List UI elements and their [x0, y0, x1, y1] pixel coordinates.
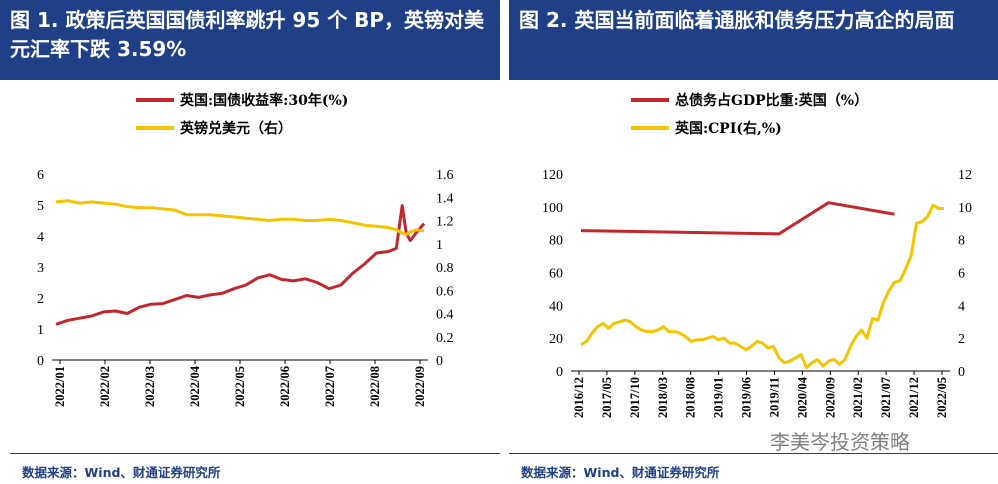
x-tick-label: 2022/03	[143, 366, 157, 407]
y-left-tick: 20	[549, 332, 563, 347]
y-left-tick: 0	[556, 365, 563, 380]
y-left-tick: 3	[37, 261, 44, 276]
y-right-tick: 1	[436, 238, 443, 253]
x-tick-label: 2021/02	[851, 377, 865, 418]
x-tick-label: 2022/08	[368, 366, 382, 407]
x-tick-label: 2019/11	[767, 377, 781, 417]
y-right-tick: 4	[958, 299, 965, 314]
y-right-tick: 6	[958, 267, 965, 282]
data-source-2: 数据来源：Wind、财通证券研究所	[521, 465, 720, 480]
y-left-tick: 1	[37, 323, 44, 338]
y-right-tick: 0.4	[436, 308, 454, 323]
y-right-tick: 0	[436, 354, 443, 369]
x-tick-label: 2017/10	[628, 377, 642, 418]
x-tick-label: 2022/01	[53, 366, 67, 407]
legend-label: 英国:国债收益率:30年(%)	[179, 92, 348, 109]
y-left-tick: 4	[37, 230, 44, 245]
x-tick-label: 2021/12	[907, 377, 921, 418]
legend-label: 英镑兑美元（右）	[179, 120, 292, 137]
y-right-tick: 0.8	[436, 261, 454, 276]
x-tick-label: 2022/07	[323, 366, 337, 407]
y-right-tick: 1.2	[436, 215, 454, 230]
x-tick-label: 2021/07	[879, 377, 893, 418]
source-divider-1	[10, 453, 500, 454]
x-tick-label: 2018/08	[684, 377, 698, 418]
x-tick-label: 2019/01	[712, 377, 726, 418]
chart-2: 总债务占GDP比重:英国（%）英国:CPI(右,%) 0204060801001…	[542, 92, 972, 418]
chart-title-1: 图 1. 政策后英国国债利率跳升 95 个 BP，英镑对美元汇率下跌 3.59%	[0, 0, 500, 80]
y-left-tick: 40	[549, 299, 563, 314]
data-source-1: 数据来源：Wind、财通证券研究所	[22, 465, 221, 480]
x-tick-label: 2020/09	[823, 377, 837, 418]
y-right-tick: 2	[958, 332, 965, 347]
x-tick-label: 2017/05	[600, 377, 614, 418]
x-tick-label: 2016/12	[572, 377, 586, 418]
legend-label: 英国:CPI(右,%)	[674, 120, 782, 137]
y-right-tick: 1.6	[436, 168, 454, 183]
x-tick-label: 2022/05	[935, 377, 949, 418]
y-left-tick: 80	[549, 234, 563, 249]
legend-label: 总债务占GDP比重:英国（%）	[675, 92, 868, 109]
y-right-tick: 0.2	[436, 331, 454, 346]
series-line	[580, 203, 944, 370]
y-left-tick: 6	[37, 168, 44, 183]
x-tick-label: 2018/03	[656, 377, 670, 418]
chart-title-2: 图 2. 英国当前面临着通胀和债务压力高企的局面	[509, 0, 998, 80]
x-tick-label: 2022/05	[233, 366, 247, 407]
x-tick-label: 2022/09	[413, 366, 427, 407]
x-tick-label: 2022/06	[278, 366, 292, 407]
series-line	[55, 204, 426, 326]
y-left-tick: 5	[37, 199, 44, 214]
y-right-tick: 0.6	[436, 284, 454, 299]
y-right-tick: 0	[958, 365, 965, 380]
y-right-tick: 12	[958, 168, 972, 183]
y-right-tick: 8	[958, 234, 965, 249]
x-tick-label: 2019/06	[740, 377, 754, 418]
y-left-tick: 100	[542, 201, 563, 216]
y-left-tick: 2	[37, 292, 44, 307]
source-divider-2	[509, 453, 998, 454]
y-left-tick: 60	[549, 267, 563, 282]
y-right-tick: 1.4	[436, 191, 454, 206]
series-line	[580, 201, 895, 236]
y-right-tick: 10	[958, 201, 972, 216]
x-tick-label: 2020/04	[795, 376, 809, 418]
x-tick-label: 2022/02	[98, 366, 112, 407]
chart-1: 英国:国债收益率:30年(%) 英镑兑美元（右） 0 1 2 3 4 5 6 0 0.2 0.4 0.…	[37, 92, 454, 407]
series-line	[55, 199, 425, 236]
x-tick-label: 2022/04	[188, 365, 202, 407]
y-left-tick: 0	[37, 354, 44, 369]
watermark: 李美岑投资策略	[770, 430, 910, 454]
y-left-tick: 120	[542, 168, 563, 183]
